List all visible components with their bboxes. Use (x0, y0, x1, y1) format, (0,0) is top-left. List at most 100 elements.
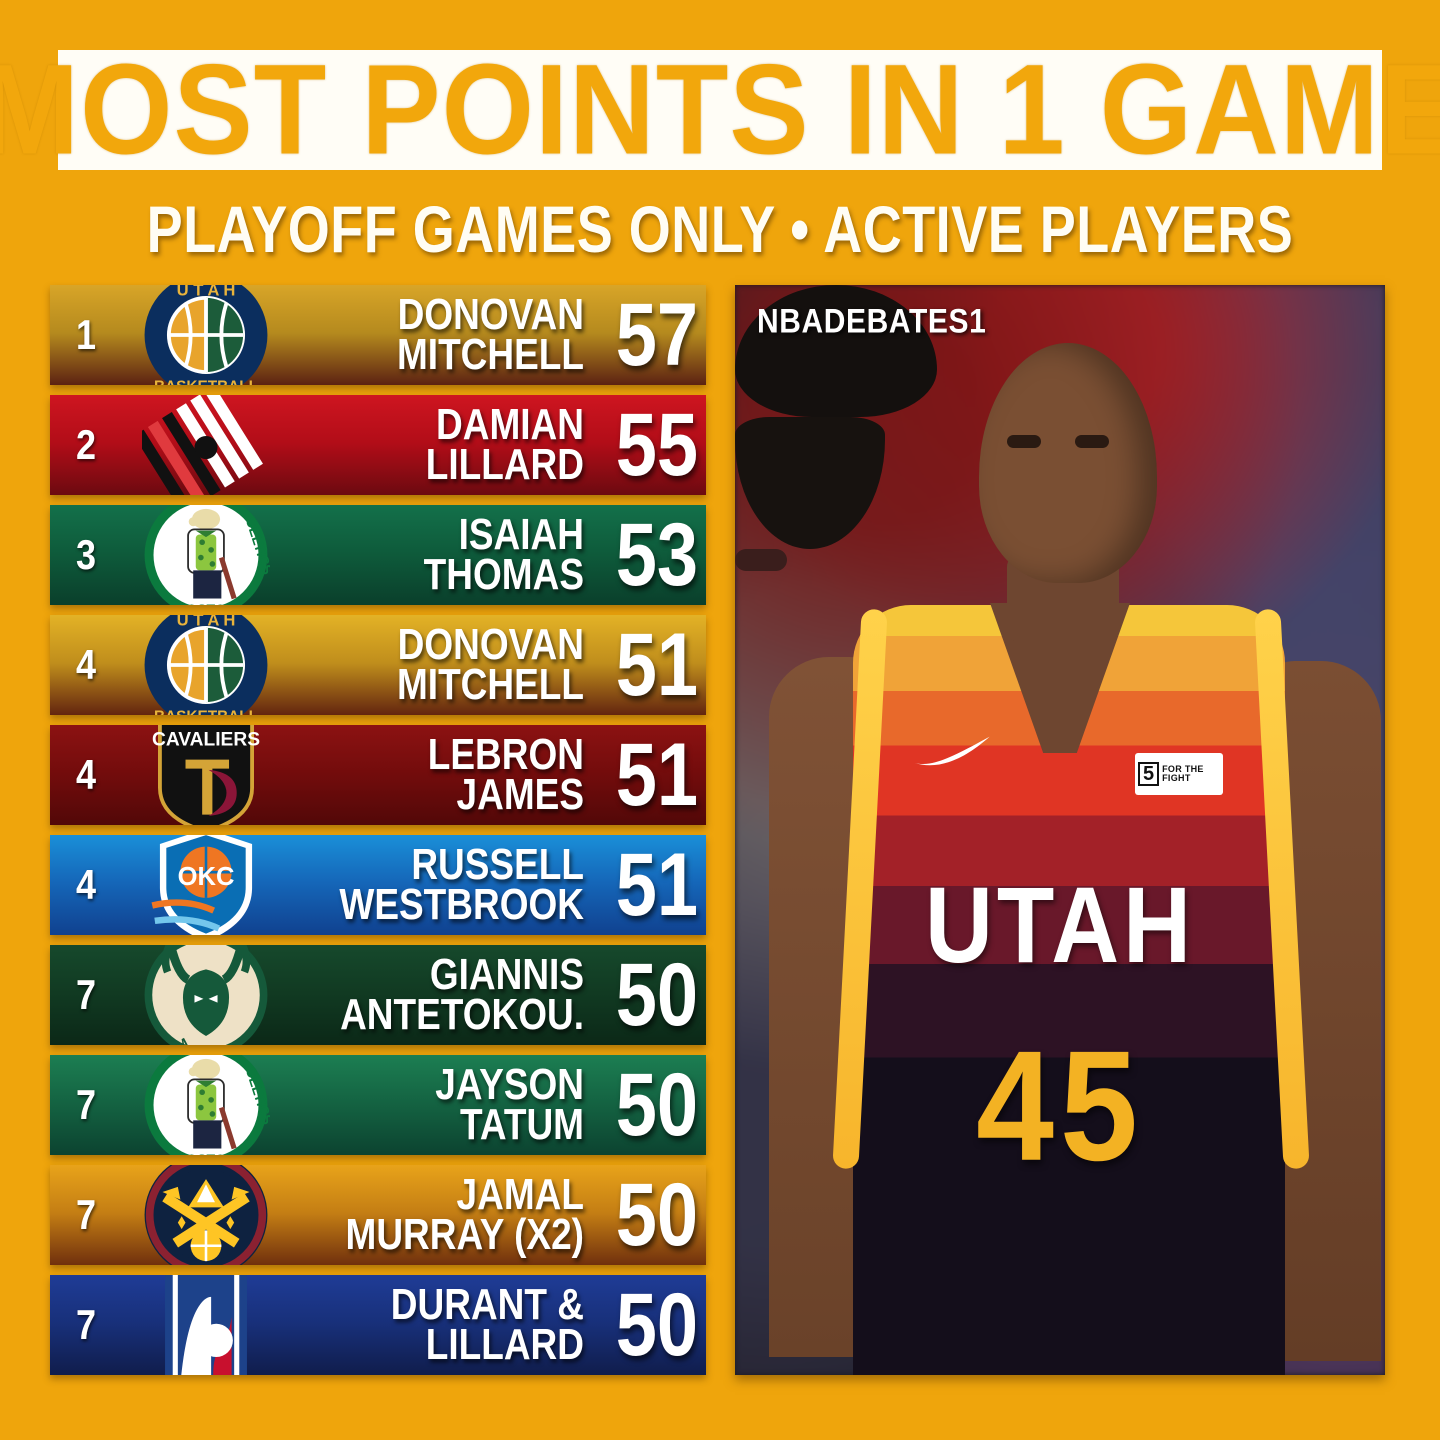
player-name: DAMIAN LILLARD (425, 402, 584, 489)
svg-text:OKC: OKC (178, 863, 235, 891)
team-logo-celtics-icon: BOSTON CELTICS (142, 1055, 270, 1155)
table-row[interactable]: 2 DAMIAN LILLARD 55 (50, 395, 706, 495)
points-value: 57 (615, 285, 698, 384)
rank-position: 7 (75, 1190, 97, 1238)
patch-number: 5 (1138, 762, 1160, 786)
player-name-line2: MURRAY (X2) (345, 1210, 585, 1259)
team-logo-cavaliers-icon: CAVALIERS (142, 725, 270, 825)
table-row[interactable]: 4 CAVALIERS LEBRON JAMES 51 (50, 725, 706, 825)
player-name: DONOVAN MITCHELL (396, 619, 584, 709)
svg-text:M: M (173, 1035, 191, 1045)
nike-swoosh-icon (911, 735, 993, 771)
player-name-line2: LILLARD (425, 440, 584, 489)
rank-position: 3 (75, 530, 97, 578)
rank-position: 7 (75, 970, 97, 1018)
beard (735, 417, 885, 549)
player-name-line2: ANTETOKOU. (340, 990, 584, 1039)
svg-text:BASKETBALL: BASKETBALL (154, 708, 258, 715)
player-name-line1: JAMAL (456, 1169, 584, 1219)
player-name-line2: TATUM (460, 1100, 584, 1149)
player-name-line2: MITCHELL (396, 330, 584, 379)
svg-text:BOSTON: BOSTON (176, 601, 236, 605)
player-name-line1: RUSSELL (411, 839, 584, 889)
player-name: RUSSELL WESTBROOK (339, 839, 584, 927)
player-name-line2: JAMES (456, 770, 584, 819)
player-name: GIANNIS ANTETOKOU. (340, 949, 584, 1039)
points-value: 50 (615, 945, 698, 1044)
team-logo-nuggets-icon (142, 1165, 270, 1265)
points-value: 50 (615, 1275, 698, 1374)
title-banner: MOST POINTS IN 1 GAME (0, 46, 1440, 174)
rank-position: 7 (75, 1080, 97, 1128)
player-name-line1: DONOVAN (397, 289, 584, 339)
table-row[interactable]: 7 M GIANNIS ANTETOKOU. 50 (50, 945, 706, 1045)
row-details: DURANT & LILLARD 50 (391, 1275, 698, 1375)
player-name: DURANT & LILLARD (390, 1279, 584, 1369)
team-logo-blazers-icon (142, 395, 270, 495)
table-row[interactable]: 4 OKC RUSSELL WESTBROOK 51 (50, 835, 706, 935)
player-name-line1: GIANNIS (429, 949, 584, 999)
player-name-line2: THOMAS (423, 550, 584, 599)
svg-text:BASKETBALL: BASKETBALL (154, 378, 258, 385)
rank-position: 7 (75, 1300, 97, 1348)
player-name: JAMAL MURRAY (X2) (345, 1169, 585, 1259)
row-details: DONOVAN MITCHELL 51 (397, 615, 698, 715)
rank-position: 1 (75, 310, 97, 358)
points-value: 51 (615, 615, 698, 714)
player-photo: NBADEBATES1 5 FOR THE FIGHT UTAH 45 (735, 285, 1385, 1375)
svg-text:U T A H: U T A H (177, 285, 236, 299)
rank-position: 2 (75, 420, 97, 468)
row-details: RUSSELL WESTBROOK 51 (339, 835, 698, 935)
patch-line1: FOR THE (1162, 763, 1204, 774)
head (979, 343, 1157, 583)
table-row[interactable]: 7 JAMAL MURRAY (X2) 50 (50, 1165, 706, 1265)
row-details: DONOVAN MITCHELL 57 (397, 285, 698, 385)
points-value: 51 (615, 725, 698, 824)
page-title: MOST POINTS IN 1 GAME (0, 38, 1440, 182)
player-name: LEBRON JAMES (427, 729, 584, 819)
watermark-label: NBADEBATES1 (757, 302, 987, 341)
row-details: JAMAL MURRAY (X2) 50 (346, 1165, 699, 1265)
rank-position: 4 (75, 640, 97, 688)
table-row[interactable]: 7 DURANT & LILLARD 50 (50, 1275, 706, 1375)
svg-text:BOSTON: BOSTON (176, 1151, 236, 1155)
team-logo-bucks-icon: M (142, 945, 270, 1045)
player-figure: 5 FOR THE FIGHT UTAH 45 (735, 285, 1385, 1375)
player-name: JAYSON TATUM (435, 1059, 584, 1149)
jersey-number-text: 45 (976, 1017, 1144, 1194)
svg-text:U T A H: U T A H (177, 615, 236, 629)
rank-position: 4 (75, 750, 97, 798)
player-name-line1: DURANT & (390, 1279, 584, 1329)
team-logo-thunder-icon: OKC (142, 835, 270, 935)
hair (735, 285, 937, 417)
player-name-line2: MITCHELL (396, 660, 584, 709)
points-value: 51 (615, 835, 698, 934)
ranking-list: 1 U T A H BASKETBALL DONOVANMITCHELL572 … (50, 285, 706, 1385)
row-details: LEBRON JAMES 51 (428, 725, 698, 825)
points-value: 50 (615, 1165, 698, 1264)
rank-position: 4 (75, 860, 97, 908)
jersey-patch: 5 FOR THE FIGHT (1135, 753, 1223, 795)
row-details: GIANNIS ANTETOKOU. 50 (340, 945, 698, 1045)
points-value: 50 (615, 1055, 698, 1154)
player-name: ISAIAH THOMAS (423, 512, 584, 599)
page-subtitle: PLAYOFF GAMES ONLY • ACTIVE PLAYERS (146, 193, 1294, 267)
player-name-line1: DONOVAN (397, 619, 584, 669)
left-eye (1007, 435, 1041, 448)
team-logo-celtics-icon: BOSTON CELTICS (142, 505, 270, 605)
team-logo-jazz-icon: U T A H BASKETBALL (142, 285, 270, 385)
player-name-line2: LILLARD (425, 1320, 584, 1369)
svg-text:CAVALIERS: CAVALIERS (152, 730, 260, 751)
team-logo-nba-icon (142, 1275, 270, 1375)
player-name-line1: JAYSON (435, 1059, 584, 1109)
points-value: 53 (615, 505, 698, 604)
mouth (735, 549, 787, 571)
player-name-line1: LEBRON (427, 729, 584, 779)
right-eye (1075, 435, 1109, 448)
points-value: 55 (615, 395, 698, 494)
row-details: JAYSON TATUM 50 (435, 1055, 698, 1155)
